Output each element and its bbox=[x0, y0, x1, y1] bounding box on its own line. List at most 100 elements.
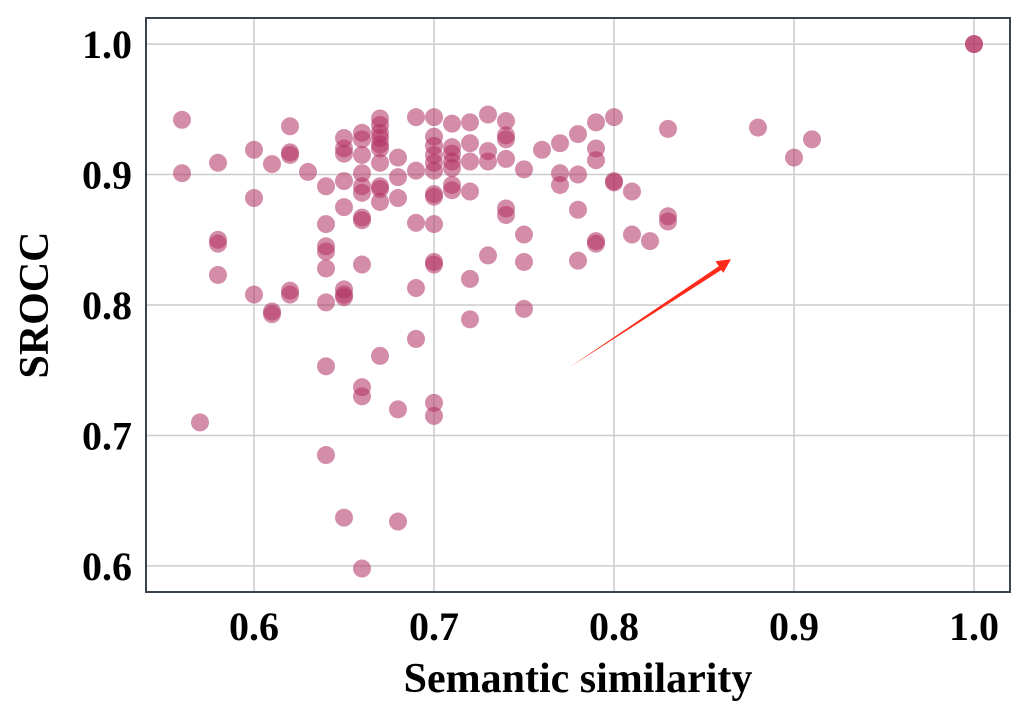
data-point bbox=[461, 269, 479, 288]
data-point bbox=[569, 251, 587, 270]
data-point bbox=[551, 175, 569, 194]
data-point bbox=[407, 279, 425, 298]
data-point bbox=[587, 113, 605, 132]
data-point bbox=[371, 139, 389, 158]
data-point bbox=[335, 172, 353, 191]
data-point bbox=[389, 400, 407, 419]
data-point bbox=[497, 130, 515, 149]
data-point bbox=[335, 288, 353, 307]
data-point bbox=[515, 299, 533, 318]
data-point bbox=[335, 144, 353, 163]
data-point bbox=[317, 293, 335, 312]
data-point bbox=[353, 130, 371, 149]
data-point bbox=[389, 512, 407, 531]
data-point bbox=[515, 252, 533, 271]
data-point bbox=[659, 119, 677, 138]
x-axis-label: Semantic similarity bbox=[404, 656, 753, 702]
annotation-arrow bbox=[569, 259, 731, 368]
data-point bbox=[659, 212, 677, 231]
x-tick-label: 0.6 bbox=[229, 604, 279, 649]
data-point bbox=[461, 152, 479, 171]
data-point bbox=[245, 189, 263, 208]
data-point bbox=[281, 117, 299, 136]
y-axis-label: SROCC bbox=[12, 231, 58, 378]
data-point bbox=[785, 148, 803, 167]
data-point bbox=[605, 108, 623, 127]
data-point bbox=[605, 173, 623, 192]
data-point bbox=[587, 234, 605, 253]
data-point bbox=[461, 134, 479, 153]
data-point bbox=[299, 162, 317, 181]
data-point bbox=[173, 164, 191, 183]
data-point bbox=[425, 108, 443, 127]
x-tick-labels: 0.6 0.7 0.8 0.9 1.0 bbox=[229, 604, 999, 649]
data-point bbox=[515, 225, 533, 244]
data-point bbox=[245, 140, 263, 159]
data-point bbox=[353, 164, 371, 183]
data-point bbox=[623, 182, 641, 201]
data-point bbox=[209, 153, 227, 172]
data-point bbox=[263, 155, 281, 174]
data-point bbox=[317, 446, 335, 465]
data-point bbox=[443, 114, 461, 133]
data-point bbox=[335, 508, 353, 527]
data-point bbox=[515, 160, 533, 179]
data-point bbox=[407, 329, 425, 348]
plot-frame bbox=[145, 17, 1011, 593]
data-point bbox=[551, 134, 569, 153]
data-point bbox=[317, 177, 335, 196]
data-point bbox=[335, 198, 353, 217]
data-point bbox=[587, 151, 605, 170]
data-point bbox=[479, 152, 497, 171]
data-point bbox=[533, 140, 551, 159]
data-point bbox=[191, 413, 209, 432]
data-point bbox=[371, 346, 389, 365]
y-tick-label: 0.6 bbox=[82, 544, 132, 589]
data-point bbox=[317, 215, 335, 234]
data-points bbox=[173, 35, 983, 578]
data-point bbox=[281, 145, 299, 164]
data-point bbox=[497, 112, 515, 131]
data-point bbox=[443, 159, 461, 178]
data-point bbox=[371, 153, 389, 172]
data-point bbox=[569, 165, 587, 184]
data-point bbox=[245, 285, 263, 304]
data-point bbox=[263, 305, 281, 324]
data-point bbox=[317, 259, 335, 278]
data-point bbox=[353, 211, 371, 230]
data-point bbox=[425, 187, 443, 206]
data-point bbox=[407, 108, 425, 127]
data-point bbox=[353, 145, 371, 164]
data-point bbox=[803, 130, 821, 149]
data-point bbox=[425, 393, 443, 412]
data-point bbox=[425, 161, 443, 180]
data-point bbox=[317, 242, 335, 261]
data-point bbox=[569, 125, 587, 144]
data-point bbox=[569, 200, 587, 219]
data-point bbox=[281, 285, 299, 304]
x-tick-label: 0.7 bbox=[409, 604, 459, 649]
data-point bbox=[443, 181, 461, 200]
data-point bbox=[965, 35, 983, 54]
data-point bbox=[461, 310, 479, 329]
data-point bbox=[407, 213, 425, 232]
data-point bbox=[209, 234, 227, 253]
red-arrow bbox=[569, 259, 731, 368]
data-point bbox=[209, 265, 227, 284]
data-point bbox=[389, 148, 407, 167]
y-tick-label: 1.0 bbox=[82, 22, 132, 67]
y-tick-label: 0.9 bbox=[82, 153, 132, 198]
x-tick-label: 0.8 bbox=[589, 604, 639, 649]
data-point bbox=[389, 189, 407, 208]
x-tick-label: 1.0 bbox=[949, 604, 999, 649]
data-point bbox=[749, 118, 767, 137]
data-point bbox=[353, 387, 371, 406]
data-point bbox=[173, 110, 191, 129]
data-point bbox=[497, 205, 515, 224]
data-point bbox=[641, 232, 659, 251]
data-point bbox=[371, 192, 389, 211]
y-tick-labels: 0.6 0.7 0.8 0.9 1.0 bbox=[82, 22, 132, 589]
data-point bbox=[317, 357, 335, 376]
data-point bbox=[461, 113, 479, 132]
